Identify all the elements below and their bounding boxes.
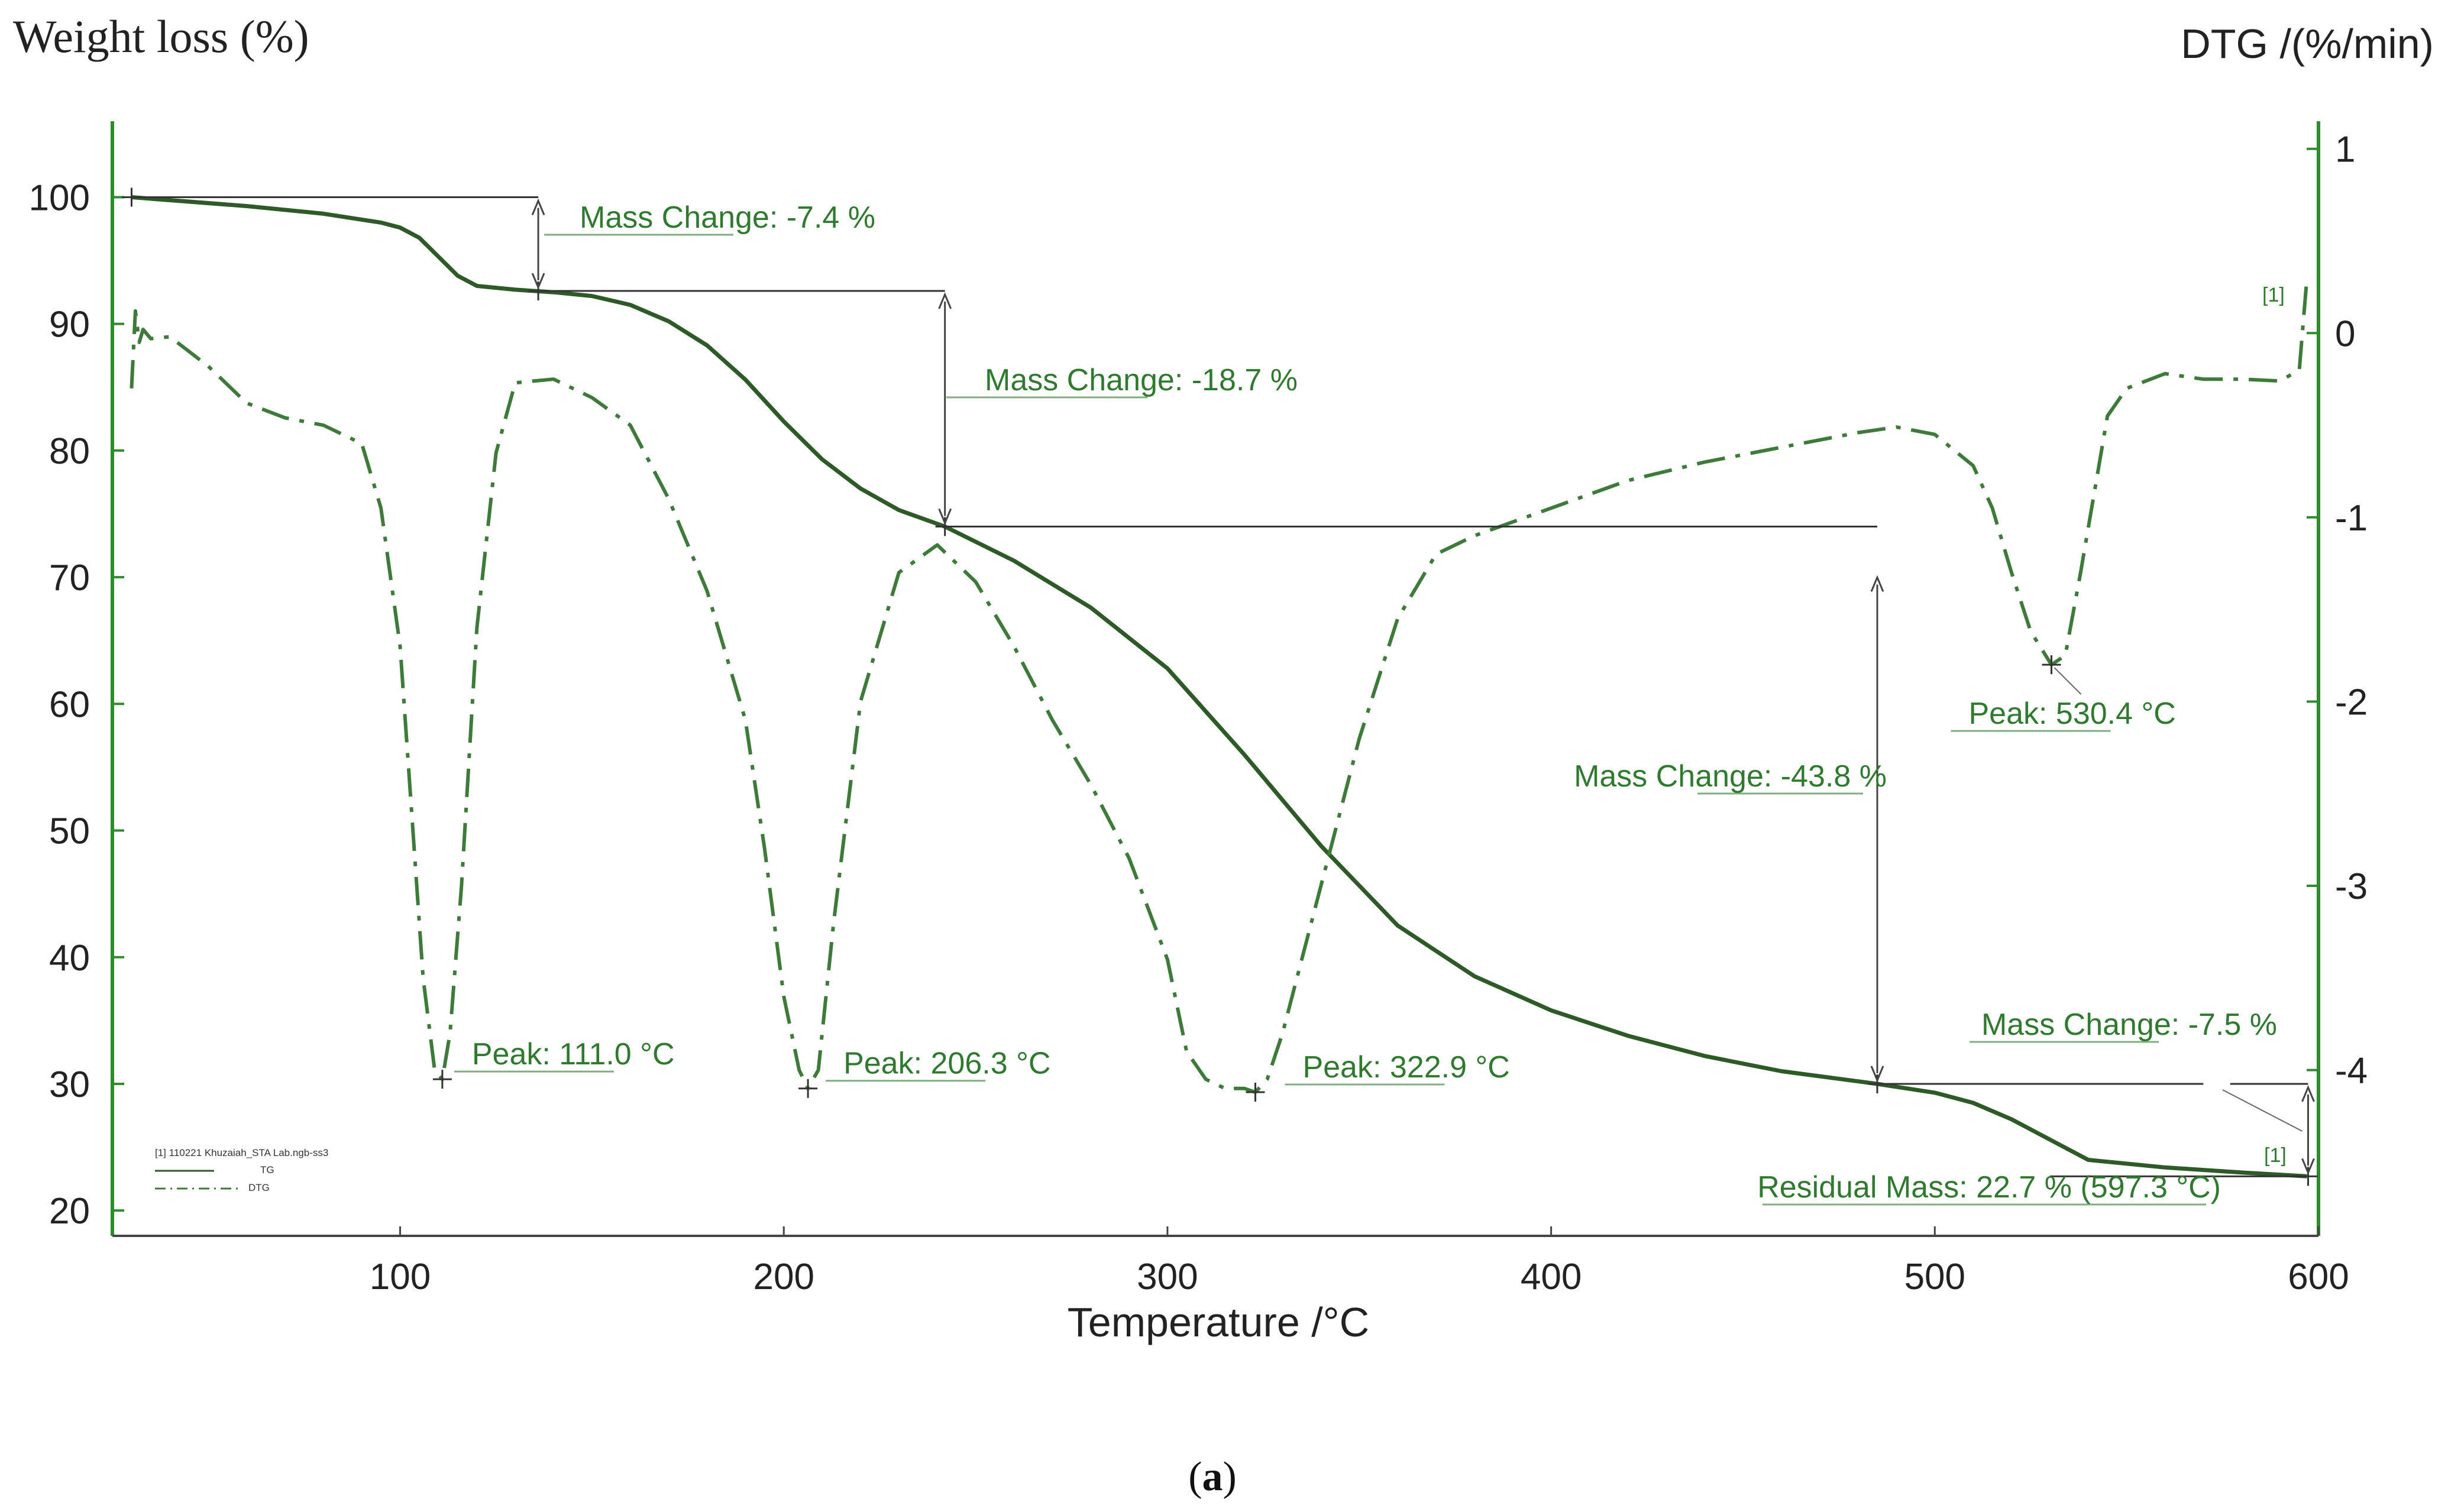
curve-marker-dtg: [1]	[2262, 284, 2285, 306]
y-tick-label: 70	[49, 558, 90, 598]
data-lines	[130, 195, 2309, 1178]
mass-change-arrow-3-head-top	[1870, 575, 1884, 593]
peak-marker	[1246, 1082, 1265, 1102]
caption-close: )	[1223, 1454, 1237, 1500]
peak-label: Peak: 530.4 °C	[1969, 697, 2176, 731]
x-tick-label: 400	[1521, 1257, 1582, 1297]
x-tick-label: 600	[2288, 1257, 2349, 1297]
tg-series-line	[131, 195, 2307, 1178]
legend: [1] 110221 Khuzaiah_STA Lab.ngb-ss3 TG D…	[155, 1147, 328, 1193]
x-tick-label: 200	[753, 1257, 814, 1297]
annotations: Mass Change: -7.4 % Mass Change: -18.7 % M…	[122, 187, 2318, 1206]
mass-change-arrow-4-head-bottom	[2301, 1158, 2315, 1176]
y-axis-title: Weight loss (%)	[13, 11, 309, 62]
legend-title: [1] 110221 Khuzaiah_STA Lab.ngb-ss3	[155, 1147, 328, 1158]
peak-label: Peak: 322.9 °C	[1302, 1050, 1509, 1084]
step-point-marker	[122, 187, 141, 207]
y-tick-label: 60	[49, 684, 90, 725]
mass-change-arrow-3-head-bottom	[1870, 1066, 1884, 1083]
mass-change-arrow-1-head-bottom	[531, 273, 545, 290]
legend-tg-label: TG	[260, 1164, 274, 1176]
residual-mass-label: Residual Mass: 22.7 % (597.3 °C)	[1757, 1170, 2221, 1205]
curve-marker-tg: [1]	[2264, 1144, 2287, 1167]
legend-dtg-label: DTG	[248, 1182, 270, 1193]
peak-marker	[432, 1070, 452, 1089]
x-tick-label: 300	[1137, 1257, 1198, 1297]
y-tick-label: 80	[49, 431, 90, 472]
dtg-series-line	[130, 277, 2309, 1094]
y2-tick-label: -2	[2335, 682, 2368, 723]
y2-tick-label: 1	[2335, 129, 2355, 170]
y2-tick-label: 0	[2335, 313, 2355, 354]
y2-axis-title: DTG /(%/min)	[2181, 21, 2434, 67]
x-tick-label: 100	[370, 1257, 431, 1297]
x-tick-label: 500	[1904, 1257, 1965, 1297]
peak-label: Peak: 206.3 °C	[843, 1047, 1050, 1081]
plot-frame	[111, 121, 2320, 1237]
mass-change-arrow-2-head-bottom	[938, 508, 952, 526]
y2-tick-label: -3	[2335, 866, 2368, 907]
step-point-marker	[2298, 1167, 2318, 1186]
peak-label: Peak: 111.0 °C	[472, 1037, 675, 1071]
x-axis-title: Temperature /°C	[1068, 1299, 1369, 1345]
figure-caption: (a)	[1188, 1454, 1237, 1500]
peak-marker	[798, 1079, 818, 1098]
peak-leader	[2054, 667, 2082, 695]
y-tick-label: 30	[49, 1064, 90, 1105]
y-tick-label: 100	[29, 178, 90, 219]
y2-tick-label: -4	[2335, 1051, 2368, 1092]
mass-change-label-2: Mass Change: -18.7 %	[985, 363, 1298, 397]
mass-change-label-3: Mass Change: -43.8 %	[1574, 759, 1887, 794]
caption-open: (	[1188, 1454, 1202, 1500]
step-point-marker	[935, 517, 955, 536]
step-point-marker	[529, 281, 548, 301]
mass-change-arrow-2-head-top	[938, 292, 952, 309]
y-tick-label: 50	[49, 811, 90, 852]
mass-change-label-4: Mass Change: -7.5 %	[1981, 1008, 2277, 1042]
mass-change-arrow-4-head-top	[2301, 1085, 2315, 1102]
axis-ticks: 100 200 300 400 500 600 20 30 40 50 60 70 80 90 100 1 0 -…	[29, 129, 2368, 1297]
y2-tick-label: -1	[2335, 498, 2368, 539]
mass-change-4-leader	[2222, 1089, 2303, 1132]
caption-letter: a	[1202, 1454, 1223, 1500]
y-tick-label: 90	[49, 305, 90, 345]
peak-marker	[2042, 655, 2061, 675]
mass-change-arrow-1-head-top	[531, 198, 545, 216]
y-tick-label: 20	[49, 1191, 90, 1232]
y-tick-label: 40	[49, 938, 90, 979]
step-point-marker	[1868, 1074, 1887, 1093]
mass-change-label-1: Mass Change: -7.4 %	[580, 200, 875, 235]
